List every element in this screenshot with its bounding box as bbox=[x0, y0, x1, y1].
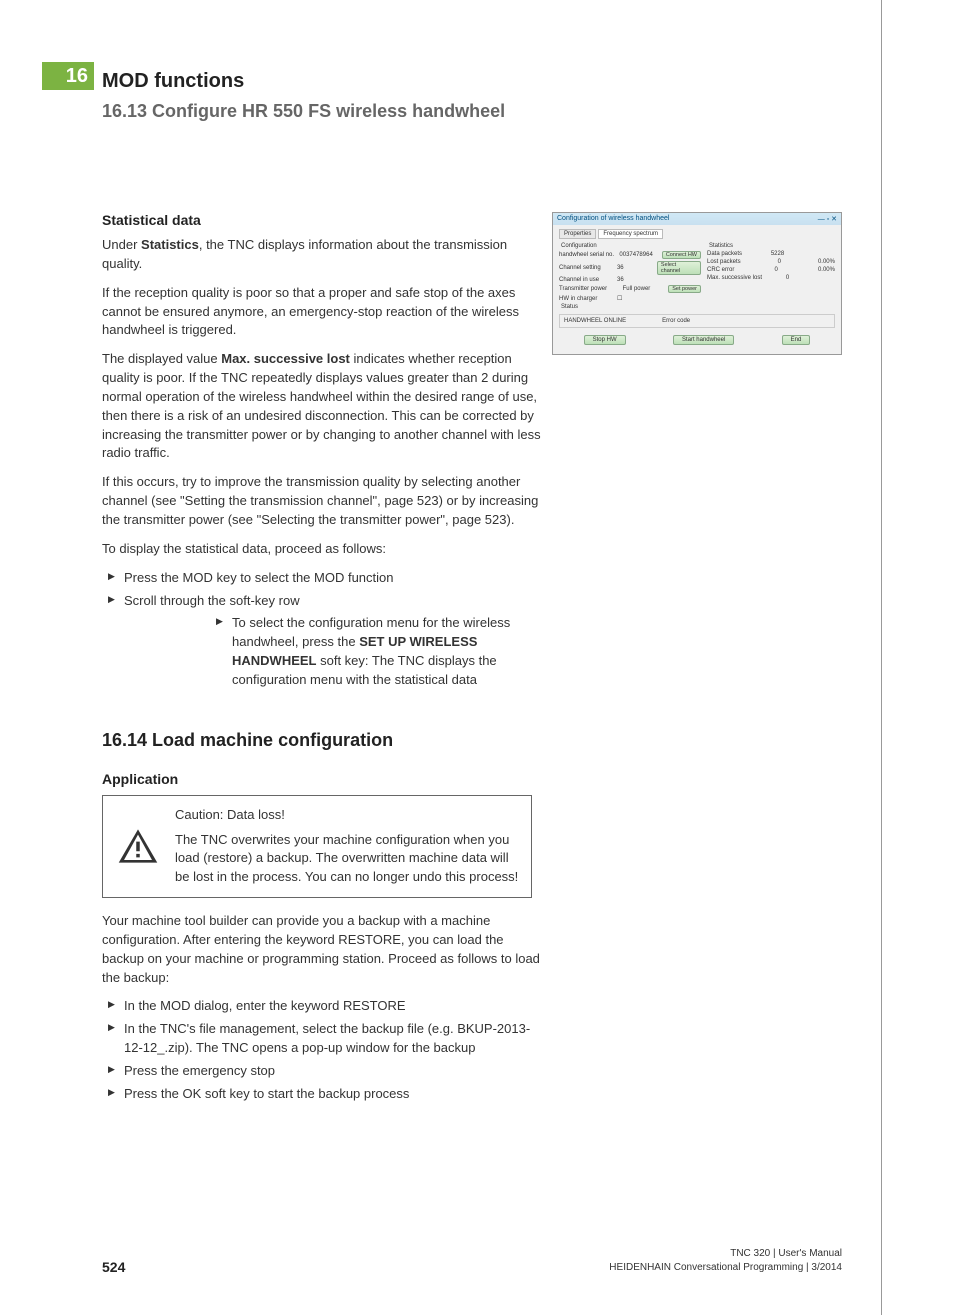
serial-value: 0037478964 bbox=[619, 252, 659, 258]
config-column: Configuration handwheel serial no. 00374… bbox=[559, 243, 701, 304]
footer-line1: TNC 320 | User's Manual bbox=[609, 1247, 842, 1261]
status-row: HANDWHEEL ONLINE Error code bbox=[559, 314, 835, 328]
row-tx-power: Transmitter power Full power Set power bbox=[559, 285, 701, 293]
row-serial: handwheel serial no. 0037478964 Connect … bbox=[559, 251, 701, 259]
error-code-label: Error code bbox=[662, 318, 690, 324]
select-channel-button: Select channel bbox=[657, 261, 701, 275]
status-fieldset: Status HANDWHEEL ONLINE Error code Stop … bbox=[559, 304, 835, 348]
max-label: Max. successive lost bbox=[707, 275, 762, 281]
chset-value: 36 bbox=[617, 265, 657, 271]
stat-step-2: Scroll through the soft-key row bbox=[102, 592, 542, 611]
chuse-value: 36 bbox=[617, 277, 657, 283]
dialog-title: Configuration of wireless handwheel bbox=[557, 215, 669, 223]
dialog-titlebar: Configuration of wireless handwheel — ▫ … bbox=[553, 213, 841, 225]
config-legend: Configuration bbox=[559, 243, 701, 249]
left-column: Statistical data Under Statistics, the T… bbox=[102, 212, 542, 610]
status-text: HANDWHEEL ONLINE bbox=[564, 318, 626, 324]
footer-text: TNC 320 | User's Manual HEIDENHAIN Conve… bbox=[609, 1247, 842, 1275]
row-lost-packets: Lost packets 0 0.00% bbox=[707, 259, 835, 265]
stats-legend: Statistics bbox=[707, 243, 835, 249]
load-section: 16.14 Load machine configuration Applica… bbox=[102, 730, 542, 1104]
start-hw-button: Start handwheel bbox=[673, 335, 734, 345]
connect-hw-button: Connect HW bbox=[662, 251, 701, 259]
end-button: End bbox=[782, 335, 811, 345]
caution-title: Caution: Data loss! bbox=[175, 806, 521, 825]
caution-text: Caution: Data loss! The TNC overwrites y… bbox=[163, 806, 521, 887]
warning-icon bbox=[113, 806, 163, 887]
stat-p2: If the reception quality is poor so that… bbox=[102, 284, 542, 341]
lost-value: 0 bbox=[778, 259, 781, 265]
row-channel-setting: Channel setting 36 Select channel bbox=[559, 261, 701, 275]
chuse-label: Channel in use bbox=[559, 277, 617, 283]
footer-line2: HEIDENHAIN Conversational Programming | … bbox=[609, 1261, 842, 1275]
tab-frequency: Frequency spectrum bbox=[598, 229, 663, 239]
page-number: 524 bbox=[102, 1259, 125, 1275]
tab-properties: Properties bbox=[559, 229, 596, 239]
dialog-tabs: Properties Frequency spectrum bbox=[559, 229, 835, 239]
status-buttons: Stop HW Start handwheel End bbox=[559, 332, 835, 348]
data-label: Data packets bbox=[707, 251, 742, 257]
header: MOD functions 16.13 Configure HR 550 FS … bbox=[102, 70, 881, 122]
stat-step-1: Press the MOD key to select the MOD func… bbox=[102, 569, 542, 588]
stat-p1a: Under bbox=[102, 237, 141, 252]
load-config-heading: 16.14 Load machine configuration bbox=[102, 730, 542, 751]
charger-label: HW in charger bbox=[559, 296, 617, 302]
load-step-4: Press the OK soft key to start the backu… bbox=[102, 1085, 542, 1104]
stop-hw-button: Stop HW bbox=[584, 335, 626, 345]
load-step-2: In the TNC's file management, select the… bbox=[102, 1020, 542, 1058]
section-title: 16.13 Configure HR 550 FS wireless handw… bbox=[102, 101, 881, 122]
row-crc-error: CRC error 0 0.00% bbox=[707, 267, 835, 273]
stat-p3a: The displayed value bbox=[102, 351, 221, 366]
chapter-number-badge: 16 bbox=[42, 62, 94, 90]
content-area: Configuration of wireless handwheel — ▫ … bbox=[102, 212, 842, 1104]
stat-p1b: Statistics bbox=[141, 237, 199, 252]
statistical-data-heading: Statistical data bbox=[102, 212, 542, 228]
chapter-title: MOD functions bbox=[102, 70, 881, 93]
row-charger: HW in charger ☐ bbox=[559, 295, 701, 302]
page: 16 MOD functions 16.13 Configure HR 550 … bbox=[0, 0, 882, 1315]
load-p1: Your machine tool builder can provide yo… bbox=[102, 912, 542, 987]
crc-label: CRC error bbox=[707, 267, 734, 273]
load-step-1: In the MOD dialog, enter the keyword RES… bbox=[102, 997, 542, 1016]
crc-value: 0 bbox=[774, 267, 777, 273]
txpwr-value: Full power bbox=[623, 286, 663, 292]
data-value: 5228 bbox=[771, 251, 784, 257]
charger-checkbox: ☐ bbox=[617, 295, 657, 302]
stat-p4: If this occurs, try to improve the trans… bbox=[102, 473, 542, 530]
dialog-columns: Configuration handwheel serial no. 00374… bbox=[559, 243, 835, 304]
dialog-close-icon: — ▫ ✕ bbox=[818, 215, 837, 223]
serial-label: handwheel serial no. bbox=[559, 252, 617, 258]
footer: 524 TNC 320 | User's Manual HEIDENHAIN C… bbox=[102, 1247, 842, 1275]
stat-p1: Under Statistics, the TNC displays infor… bbox=[102, 236, 542, 274]
stats-column: Statistics Data packets 5228 Lost packet… bbox=[707, 243, 835, 304]
application-heading: Application bbox=[102, 771, 542, 787]
lost-pct: 0.00% bbox=[818, 259, 835, 265]
txpwr-label: Transmitter power bbox=[559, 286, 617, 292]
status-legend: Status bbox=[559, 304, 835, 310]
caution-body: The TNC overwrites your machine configur… bbox=[175, 831, 521, 888]
lost-label: Lost packets bbox=[707, 259, 741, 265]
stat-p5: To display the statistical data, proceed… bbox=[102, 540, 542, 559]
crc-pct: 0.00% bbox=[818, 267, 835, 273]
row-data-packets: Data packets 5228 bbox=[707, 251, 835, 257]
stat-p3c: indicates whether reception quality is p… bbox=[102, 351, 541, 460]
row-channel-use: Channel in use 36 bbox=[559, 277, 701, 283]
caution-box: Caution: Data loss! The TNC overwrites y… bbox=[102, 795, 532, 898]
handwheel-config-dialog: Configuration of wireless handwheel — ▫ … bbox=[552, 212, 842, 355]
chset-label: Channel setting bbox=[559, 265, 617, 271]
dialog-body: Properties Frequency spectrum Configurat… bbox=[553, 225, 841, 354]
set-power-button: Set power bbox=[668, 285, 701, 293]
load-step-3: Press the emergency stop bbox=[102, 1062, 542, 1081]
row-max-lost: Max. successive lost 0 bbox=[707, 275, 835, 281]
stat-substep-1: To select the configuration menu for the… bbox=[210, 614, 530, 689]
stat-p3: The displayed value Max. successive lost… bbox=[102, 350, 542, 463]
stat-p3b: Max. successive lost bbox=[221, 351, 350, 366]
max-value: 0 bbox=[786, 275, 789, 281]
